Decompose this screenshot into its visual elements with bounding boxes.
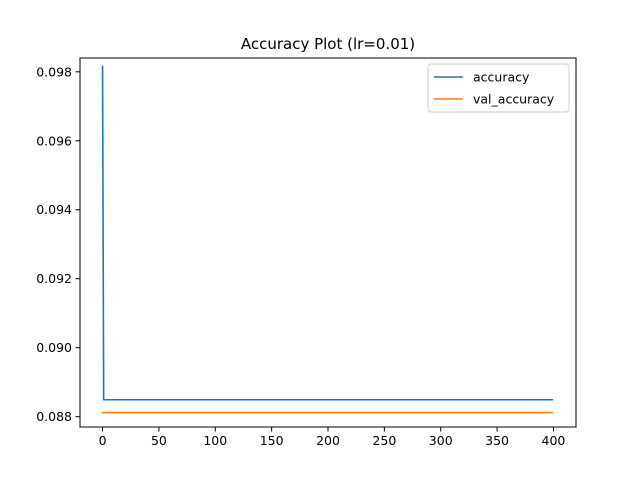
legend-box: [427, 63, 570, 113]
y-tick-label: 0.096: [36, 133, 72, 148]
x-tick-label: 150: [260, 433, 284, 448]
y-tick-label: 0.092: [36, 271, 72, 286]
chart-title: Accuracy Plot (lr=0.01): [241, 35, 415, 53]
x-tick-label: 400: [542, 433, 566, 448]
x-tick-label: 0: [99, 433, 107, 448]
x-tick-label: 300: [429, 433, 453, 448]
y-tick-label: 0.098: [36, 64, 72, 79]
series-line-accuracy: [101, 65, 554, 401]
y-tick-label: 0.094: [36, 202, 72, 217]
x-tick-label: 50: [151, 433, 167, 448]
y-tick-label: 0.088: [36, 409, 72, 424]
x-tick-label: 100: [203, 433, 227, 448]
x-tick-label: 250: [372, 433, 396, 448]
x-tick-label: 200: [316, 433, 340, 448]
x-tick-label: 350: [485, 433, 509, 448]
legend-label-val-accuracy: val_accuracy: [473, 92, 555, 107]
y-tick-label: 0.090: [36, 340, 72, 355]
legend-label-accuracy: accuracy: [473, 70, 530, 85]
